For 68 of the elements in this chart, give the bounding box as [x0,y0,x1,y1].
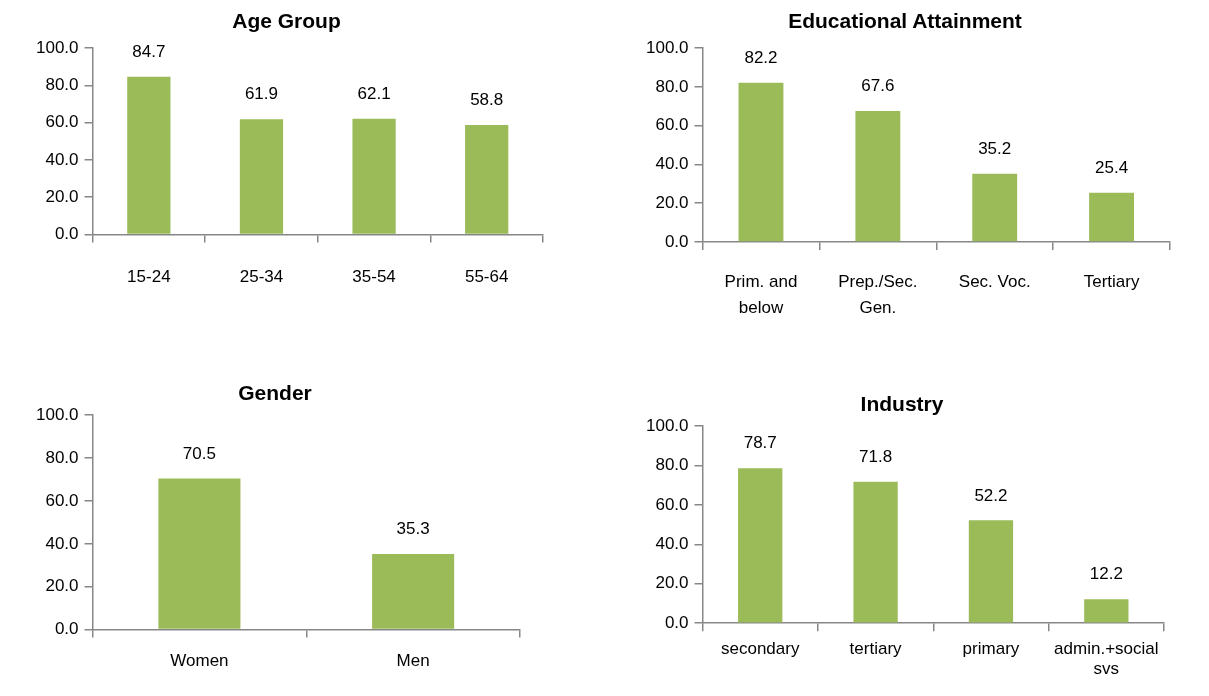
data-label: 12.2 [1089,564,1123,584]
data-label: 84.7 [132,41,166,61]
bar [127,76,171,234]
x-tick-label: 35-54 [352,266,396,286]
y-tick-label: 20.0 [655,573,689,593]
x-tick-label: Prep./Sec. Gen. [838,272,918,317]
bar [738,82,784,242]
y-tick-label: 40.0 [655,534,689,554]
bar [738,468,783,623]
x-tick-label: tertiary [849,639,903,659]
y-tick-label: 40.0 [655,154,689,174]
data-label: 58.8 [470,90,504,110]
data-label: 78.7 [743,433,777,453]
bar [1084,599,1129,623]
y-tick-label: 0.0 [664,231,689,251]
chart-title: Age Group [232,9,341,33]
bar [853,481,898,623]
data-label: 71.8 [859,446,893,466]
y-tick-label: 40.0 [45,533,79,553]
y-tick-label: 100.0 [35,37,79,57]
y-tick-label: 80.0 [45,75,79,95]
y-tick-label: 0.0 [664,612,689,632]
data-label: 70.5 [182,443,216,463]
y-tick-label: 80.0 [655,76,689,96]
y-tick-label: 20.0 [45,576,79,596]
data-label: 35.3 [396,519,430,539]
x-tick-label: 15-24 [127,266,171,286]
data-label: 52.2 [974,485,1008,505]
y-tick-label: 80.0 [655,455,689,475]
data-label: 25.4 [1095,157,1129,177]
x-tick-label: 25-34 [239,266,284,286]
x-tick-label: Women [170,651,229,671]
data-label: 67.6 [861,76,895,96]
x-tick-label: Sec. Voc. [958,272,1031,292]
x-tick-label: admin.+social svs [1054,639,1159,679]
y-tick-label: 80.0 [45,447,79,467]
bar [1089,192,1135,242]
data-label: 35.2 [978,138,1012,158]
chart-title: Gender [238,381,312,405]
y-tick-label: 0.0 [54,619,79,639]
y-tick-label: 60.0 [655,494,689,514]
data-label: 62.1 [357,84,391,103]
bar [855,110,901,242]
x-tick-label: Prim. and below [724,272,798,317]
y-tick-label: 20.0 [655,192,689,212]
data-label: 61.9 [244,84,279,104]
y-tick-label: 100.0 [645,37,689,57]
x-tick-label: primary [962,639,1020,659]
y-tick-label: 0.0 [54,224,79,244]
bar [465,124,509,234]
x-tick-label: Men [396,651,430,671]
y-tick-label: 100.0 [35,404,79,424]
x-tick-label: Tertiary [1083,272,1140,292]
chart-title: Educational Attainment [788,9,1022,33]
chart-title: Industry [860,392,944,416]
y-tick-label: 100.0 [645,415,689,435]
y-tick-label: 60.0 [655,115,689,135]
bar [239,119,284,234]
bar [972,173,1018,242]
bar [352,118,396,234]
data-label: 82.2 [744,47,778,67]
bar [968,520,1014,623]
x-tick-label: secondary [721,639,800,659]
x-tick-label: 55-64 [464,266,509,286]
y-tick-label: 60.0 [45,112,79,132]
y-tick-label: 20.0 [45,186,79,206]
y-tick-label: 60.0 [45,490,79,510]
y-tick-label: 40.0 [45,149,79,169]
